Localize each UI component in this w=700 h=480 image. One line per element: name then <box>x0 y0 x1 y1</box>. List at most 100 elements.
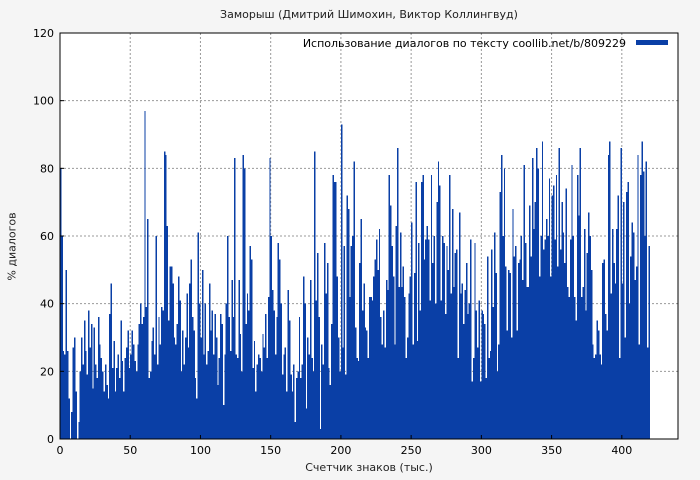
bar <box>412 344 414 439</box>
bar <box>349 296 351 439</box>
bar <box>339 371 341 439</box>
bar <box>524 242 527 439</box>
bar <box>144 110 146 440</box>
bar <box>397 148 399 440</box>
bar <box>262 334 264 439</box>
bar <box>263 347 266 439</box>
bar <box>166 225 169 439</box>
bar <box>499 192 502 439</box>
bar <box>360 219 362 439</box>
bar <box>228 317 230 439</box>
bar <box>485 378 487 439</box>
bar <box>305 408 308 439</box>
bar <box>430 175 433 439</box>
bar <box>395 225 398 439</box>
bar <box>168 320 170 439</box>
bar <box>457 357 459 439</box>
bar <box>248 310 250 439</box>
bar <box>149 371 152 439</box>
bar <box>471 381 473 439</box>
bar <box>572 236 575 439</box>
bar <box>644 236 646 439</box>
bar <box>510 337 513 439</box>
bar <box>346 195 348 439</box>
bar <box>614 283 617 439</box>
plot-border <box>59 32 679 440</box>
bar <box>526 286 528 439</box>
bar <box>193 330 195 439</box>
bar <box>145 307 148 439</box>
bar <box>214 313 216 439</box>
bar <box>630 256 632 439</box>
bar <box>325 293 327 439</box>
bar <box>593 357 596 439</box>
bar <box>135 371 138 439</box>
bar <box>245 323 247 439</box>
bar <box>137 344 139 439</box>
bar <box>623 202 625 439</box>
bar <box>65 269 68 439</box>
bar <box>613 263 615 439</box>
bar <box>201 269 204 439</box>
bar <box>215 337 218 439</box>
bar <box>102 371 104 439</box>
bar <box>231 279 233 439</box>
bar <box>100 357 103 439</box>
bar <box>92 388 94 439</box>
bar <box>585 310 587 439</box>
x-tick-label: 250 <box>401 444 422 457</box>
bar <box>392 276 395 439</box>
bar <box>340 124 343 439</box>
bar <box>222 405 225 439</box>
bar <box>464 290 466 439</box>
bar <box>465 263 468 439</box>
bar <box>123 391 125 439</box>
bar <box>595 354 597 439</box>
bar <box>641 141 643 439</box>
bar <box>173 337 176 439</box>
bar <box>475 310 478 439</box>
bar <box>633 232 635 439</box>
bar <box>567 286 569 439</box>
bar <box>246 293 249 439</box>
bar <box>270 236 273 439</box>
bar <box>211 310 214 439</box>
bar <box>354 327 357 439</box>
bar <box>604 313 607 439</box>
bar <box>310 279 312 439</box>
x-tick-label: 0 <box>57 444 64 457</box>
bar <box>165 154 167 440</box>
bar <box>103 391 105 439</box>
bar <box>301 364 303 439</box>
bar <box>126 347 128 439</box>
bar <box>232 317 235 439</box>
bar <box>501 154 503 440</box>
bar <box>286 391 288 439</box>
bar <box>82 364 84 439</box>
bar <box>241 371 243 439</box>
bar <box>369 296 371 439</box>
bar <box>401 286 403 439</box>
bar <box>388 175 391 439</box>
bar <box>545 219 548 439</box>
bar <box>154 354 156 439</box>
bar <box>83 320 86 439</box>
bar <box>104 364 107 439</box>
bar <box>238 279 240 439</box>
bar <box>474 242 476 439</box>
bar <box>557 266 559 439</box>
bar <box>294 422 296 439</box>
bar <box>197 232 200 439</box>
bar <box>571 164 573 439</box>
bar <box>190 259 193 439</box>
bar <box>276 317 278 439</box>
bar <box>537 168 539 440</box>
bar <box>138 323 141 439</box>
bar <box>172 283 174 439</box>
bar <box>536 148 538 440</box>
bar <box>432 263 434 439</box>
bar <box>586 252 589 439</box>
y-tick-label: 60 <box>40 230 54 243</box>
bar <box>345 374 347 439</box>
